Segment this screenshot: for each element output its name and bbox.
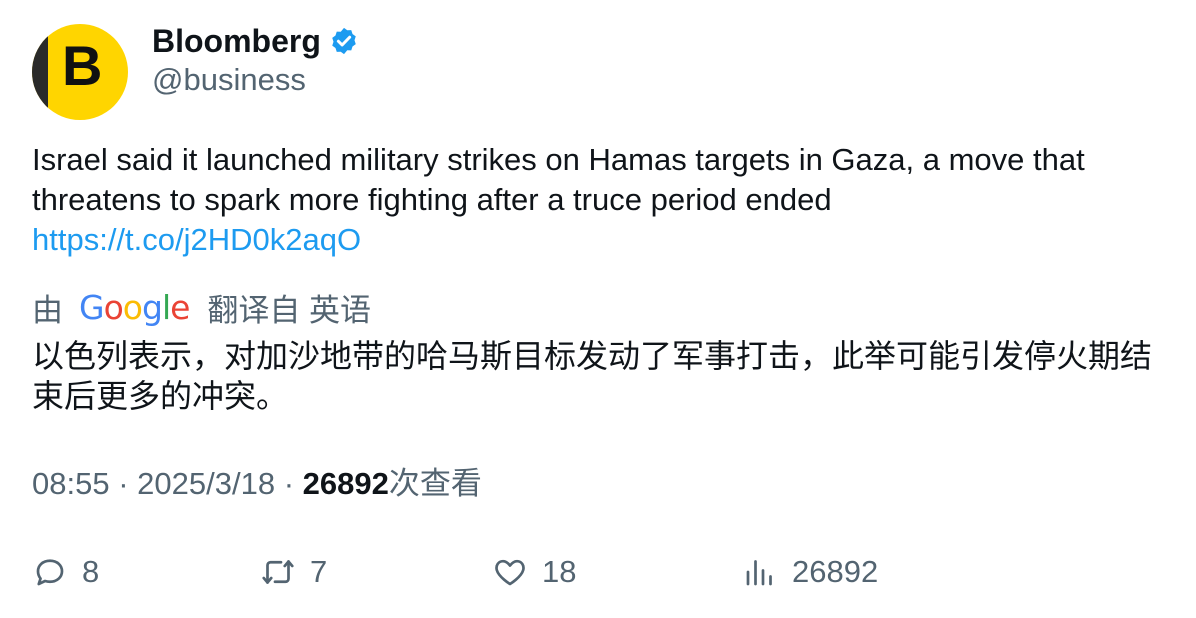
avatar-shade <box>32 24 48 120</box>
meta-separator: · <box>118 466 129 501</box>
tweet-link[interactable]: https://t.co/j2HD0k2aqO <box>32 222 362 257</box>
translated-text: 以色列表示，对加沙地带的哈马斯目标发动了军事打击，此举可能引发停火期结束后更多的… <box>32 338 1153 414</box>
meta-separator: · <box>283 466 295 501</box>
tweet-date[interactable]: 2025/3/18 <box>137 466 276 501</box>
views-label: 次查看 <box>388 466 482 501</box>
display-name-row: Bloomberg <box>152 22 359 60</box>
avatar[interactable]: B <box>32 24 128 120</box>
reply-count: 8 <box>82 554 100 589</box>
tweet-body: Israel said it launched military strikes… <box>32 140 1172 260</box>
avatar-letter: B <box>62 34 103 97</box>
tweet-meta: 08:55 · 2025/3/18 · 26892次查看 <box>32 464 482 504</box>
retweet-button[interactable]: 7 <box>260 550 327 594</box>
heart-icon <box>495 559 525 586</box>
reply-button[interactable]: 8 <box>32 550 99 594</box>
retweet-icon <box>262 560 294 584</box>
views-button[interactable]: 26892 <box>742 550 878 594</box>
translation-prefix: 由 <box>32 292 63 328</box>
like-count: 18 <box>542 554 577 589</box>
google-logo: Google <box>79 287 190 327</box>
verified-badge-icon <box>332 27 356 55</box>
analytics-icon <box>746 560 772 586</box>
views-count: 26892 <box>302 466 389 501</box>
translation-suffix: 翻译自 英语 <box>207 292 372 328</box>
reply-icon <box>36 559 64 586</box>
views-action-count: 26892 <box>792 554 879 589</box>
author-handle[interactable]: @business <box>152 62 306 97</box>
display-name[interactable]: Bloomberg <box>152 22 321 59</box>
tweet-time[interactable]: 08:55 <box>32 466 110 501</box>
like-button[interactable]: 18 <box>492 550 576 594</box>
retweet-count: 7 <box>310 554 328 589</box>
action-bar: 8 7 18 26892 <box>32 550 1172 594</box>
translation-attribution: 由 Google 翻译自 英语 <box>32 286 371 328</box>
tweet-text: Israel said it launched military strikes… <box>32 142 1085 217</box>
